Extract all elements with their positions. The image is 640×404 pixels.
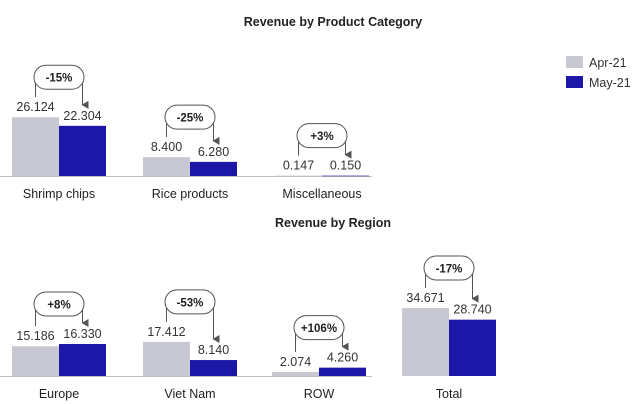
category-label-miscellaneous: Miscellaneous (282, 187, 361, 201)
change-label-total: -17% (436, 264, 463, 276)
charts-canvas: Revenue by Product Category Revenue by R… (0, 0, 640, 404)
bar-may-europe (59, 344, 106, 376)
bar-apr-miscellaneous (275, 176, 322, 177)
bar-apr-total (402, 308, 449, 376)
legend-label-apr: Apr-21 (589, 56, 627, 70)
value-label-may-shrimp-chips: 22.304 (63, 109, 101, 123)
chart-region: 15.186 16.330 Europe +8% 17.412 8.140 Viet Nam… (0, 256, 496, 401)
change-label-miscellaneous: +3% (310, 131, 333, 143)
legend-label-may: May-21 (589, 76, 631, 90)
bar-may-miscellaneous (322, 176, 369, 177)
change-label-shrimp-chips: -15% (46, 73, 73, 85)
category-label-viet-nam: Viet Nam (164, 387, 215, 401)
bar-apr-europe (12, 346, 59, 376)
bar-may-row (319, 368, 366, 376)
value-label-may-total: 28.740 (453, 303, 491, 317)
bar-may-viet-nam (190, 360, 237, 376)
chart1-title: Revenue by Product Category (244, 15, 423, 29)
bar-apr-rice-products (143, 157, 190, 176)
legend-swatch-apr (566, 56, 583, 68)
revenue-dashboard: Revenue by Product Category Revenue by R… (0, 0, 640, 404)
category-label-europe: Europe (39, 387, 79, 401)
value-label-apr-europe: 15.186 (16, 329, 54, 343)
value-label-may-europe: 16.330 (63, 327, 101, 341)
category-label-rice-products: Rice products (152, 187, 228, 201)
legend-swatch-may (566, 76, 583, 88)
category-label-total: Total (436, 387, 462, 401)
value-label-may-rice-products: 6.280 (198, 145, 229, 159)
change-label-europe: +8% (47, 299, 70, 311)
bar-may-total (449, 320, 496, 376)
bar-apr-viet-nam (143, 342, 190, 376)
change-label-viet-nam: -53% (177, 297, 204, 309)
category-label-shrimp-chips: Shrimp chips (23, 187, 95, 201)
value-label-apr-miscellaneous: 0.147 (283, 159, 314, 173)
chart2-title: Revenue by Region (275, 216, 391, 230)
value-label-apr-shrimp-chips: 26.124 (16, 100, 54, 114)
value-label-apr-total: 34.671 (406, 291, 444, 305)
change-label-row: +106% (301, 323, 337, 335)
value-label-apr-rice-products: 8.400 (151, 140, 182, 154)
bar-apr-row (272, 372, 319, 376)
value-label-apr-row: 2.074 (280, 355, 311, 369)
value-label-may-miscellaneous: 0.150 (330, 159, 361, 173)
category-label-row: ROW (304, 387, 335, 401)
change-label-rice-products: -25% (177, 113, 204, 125)
bar-may-shrimp-chips (59, 126, 106, 176)
value-label-apr-viet-nam: 17.412 (147, 325, 185, 339)
value-label-may-row: 4.260 (327, 351, 358, 365)
value-label-may-viet-nam: 8.140 (198, 343, 229, 357)
bar-apr-shrimp-chips (12, 117, 59, 176)
bar-may-rice-products (190, 162, 237, 176)
legend: Apr-21 May-21 (566, 56, 631, 90)
chart-product-category: 26.124 22.304 Shrimp chips -15% 8.400 6.280 Ri… (0, 65, 372, 201)
